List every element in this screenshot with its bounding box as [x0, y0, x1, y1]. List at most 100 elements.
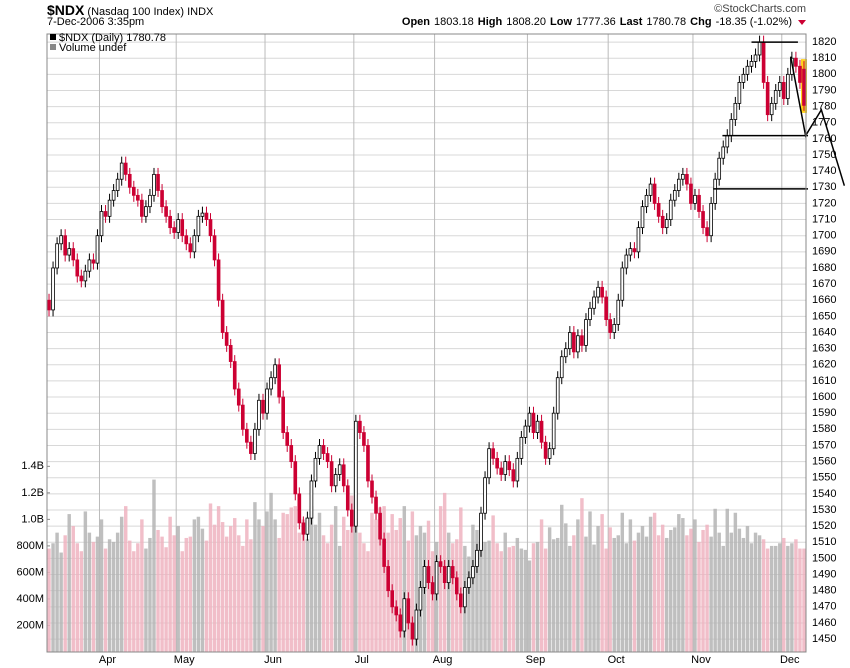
y-tick-label: 1810 [812, 52, 836, 64]
volume-bar [572, 535, 576, 652]
candle-body [794, 57, 798, 67]
volume-bar [176, 526, 180, 652]
candle-body [180, 219, 185, 237]
candle-body [119, 162, 124, 180]
volume-bar [220, 522, 225, 652]
volume-bar [390, 514, 394, 652]
legend-entry: Volume undef [59, 42, 127, 54]
y-tick-label: 1800 [812, 68, 836, 80]
volume-bar [761, 539, 766, 652]
candle-body [786, 73, 790, 99]
volume-bar [362, 543, 366, 652]
y-tick-label: 1580 [812, 423, 836, 435]
candle-body [624, 254, 629, 269]
candle-body [563, 348, 568, 358]
volume-bar [325, 543, 330, 652]
volume-bar [79, 551, 84, 652]
candle-body [535, 420, 540, 433]
candle-body [127, 173, 132, 188]
candle-body [681, 173, 685, 180]
volume-bar [709, 536, 713, 652]
candle-body [761, 41, 766, 83]
candle-body [580, 335, 584, 346]
index-name: (Nasdaq 100 Index) [87, 6, 185, 18]
volume-bar [592, 544, 596, 652]
candle-body [644, 194, 649, 208]
volume-bar [697, 541, 701, 652]
candle-body [559, 356, 564, 379]
candle-body [394, 606, 399, 616]
y-tick-label: 1540 [812, 488, 836, 500]
y2-tick-label: 800M [16, 540, 44, 552]
volume-bar [640, 526, 645, 652]
volume-bar [346, 529, 350, 652]
volume-bar [782, 537, 786, 652]
candle-body [672, 190, 677, 201]
candle-body [111, 190, 116, 201]
candle-body [144, 206, 148, 217]
volume-bar [103, 548, 108, 652]
candle-body [402, 598, 407, 632]
candle-body [273, 364, 277, 379]
candle-body [733, 102, 738, 120]
volume-bar [681, 518, 685, 652]
volume-bar [289, 507, 293, 652]
candle-body [741, 73, 746, 83]
candle-body [802, 68, 806, 106]
volume-bar [313, 524, 318, 652]
volume-bar [725, 508, 729, 652]
volume-bar [652, 512, 657, 652]
y-tick-label: 1640 [812, 326, 836, 338]
x-tick-label: Oct [608, 654, 625, 666]
volume-bar [656, 535, 661, 652]
y2-tick-label: 1.4B [21, 460, 44, 472]
volume-bar [329, 524, 334, 652]
volume-bar [124, 506, 128, 652]
volume-bar [778, 543, 782, 652]
candle-body [220, 299, 225, 333]
candle-body [450, 566, 455, 579]
volume-bar [136, 543, 140, 652]
candle-body [358, 420, 362, 433]
volume-bar [257, 519, 261, 652]
volume-bar [273, 519, 277, 652]
candle-body [228, 345, 233, 362]
candle-body [249, 441, 253, 454]
candle-body [204, 212, 209, 220]
volume-bar [604, 548, 608, 652]
volume-bar [301, 519, 306, 652]
candle-body [596, 286, 600, 298]
volume-bar [596, 526, 600, 652]
candle-body [697, 194, 701, 212]
y-tick-label: 1610 [812, 375, 836, 387]
candle-body [317, 445, 322, 459]
candle-body [337, 464, 342, 475]
volume-bar [564, 523, 568, 652]
candle-body [765, 82, 770, 116]
candle-body [188, 243, 193, 253]
candle-body [483, 477, 487, 514]
volume-bar [71, 526, 75, 652]
candle-body [737, 82, 742, 104]
candle-body [386, 566, 390, 592]
candle-body [309, 480, 314, 519]
volume-bar [245, 519, 249, 652]
volume-bar [624, 543, 629, 652]
candle-body [479, 512, 483, 551]
volume-bar [293, 506, 298, 652]
candle-body [685, 173, 689, 185]
volume-bar [632, 540, 637, 652]
volume-bar [628, 519, 633, 652]
volume-bar [200, 528, 205, 652]
y-tick-label: 1710 [812, 213, 836, 225]
volume-bar [184, 537, 189, 652]
candle-body [568, 332, 572, 350]
volume-bar [337, 545, 342, 652]
candle-body [281, 396, 285, 433]
candle-body [253, 428, 257, 454]
candle-body [341, 464, 346, 487]
candle-body [555, 377, 560, 414]
volume-bar [471, 524, 475, 652]
volume-bar [394, 529, 398, 652]
